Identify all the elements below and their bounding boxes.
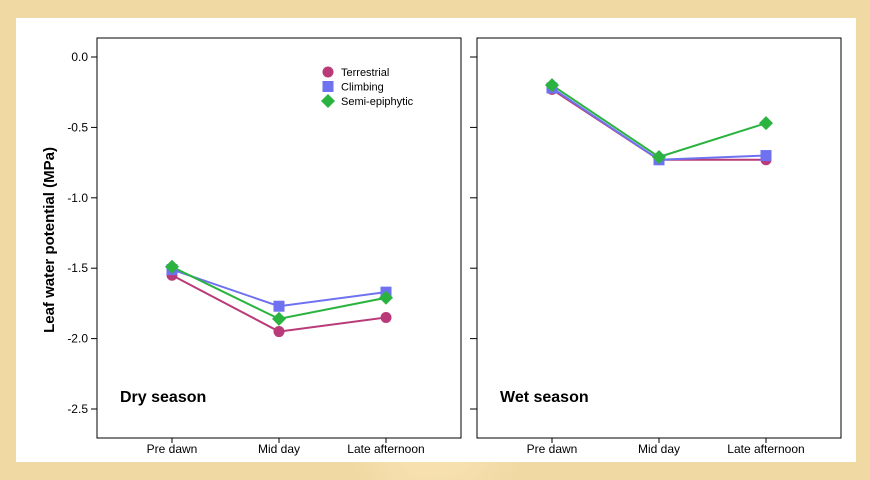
legend-marker-climbing [322, 81, 334, 92]
data-point-climbing [760, 150, 772, 162]
legend-marker-semi-epiphytic [321, 94, 335, 108]
x-tick-label: Late afternoon [347, 442, 424, 456]
data-point-semi-epiphytic [379, 290, 393, 305]
data-point-semi-epiphytic [652, 149, 666, 164]
x-tick-label: Pre dawn [527, 442, 578, 456]
x-tick-label: Pre dawn [147, 442, 198, 456]
y-tick-label: -1.5 [67, 261, 88, 275]
legend-label: Climbing [341, 82, 384, 94]
x-tick-label: Mid day [258, 442, 300, 456]
y-tick-label: -2.0 [67, 332, 88, 346]
y-axis-label: Leaf water potential (MPa) [41, 147, 58, 333]
legend-marker-terrestrial [322, 66, 334, 78]
y-tick-label: -1.0 [67, 191, 88, 205]
legend-label: Terrestrial [341, 67, 389, 79]
figure-background [16, 18, 856, 462]
panel-label: Dry season [120, 389, 206, 406]
data-point-semi-epiphytic [165, 259, 179, 274]
y-tick-label: 0.0 [71, 50, 88, 64]
wet-season-panel: Pre dawn Mid day Late afternoon Wet season [470, 37, 842, 456]
legend-label: Semi-epiphytic [341, 96, 414, 108]
data-point-semi-epiphytic [545, 78, 559, 93]
data-point-climbing [273, 300, 285, 312]
dry-season-panel: 0.0 -0.5 -1.0 -1.5 -2.0 -2.5 Pre dawn Mid day La… [67, 37, 462, 456]
panel-label: Wet season [500, 389, 589, 406]
x-tick-label: Mid day [638, 442, 680, 456]
data-point-terrestrial [273, 326, 285, 338]
y-tick-label: -2.5 [67, 402, 88, 416]
data-point-semi-epiphytic [272, 311, 286, 326]
data-point-semi-epiphytic [759, 116, 773, 131]
x-tick-label: Late afternoon [727, 442, 804, 456]
legend: Terrestrial Climbing Semi-epiphytic [321, 66, 414, 108]
data-point-terrestrial [380, 311, 392, 323]
y-tick-label: -0.5 [67, 120, 88, 134]
